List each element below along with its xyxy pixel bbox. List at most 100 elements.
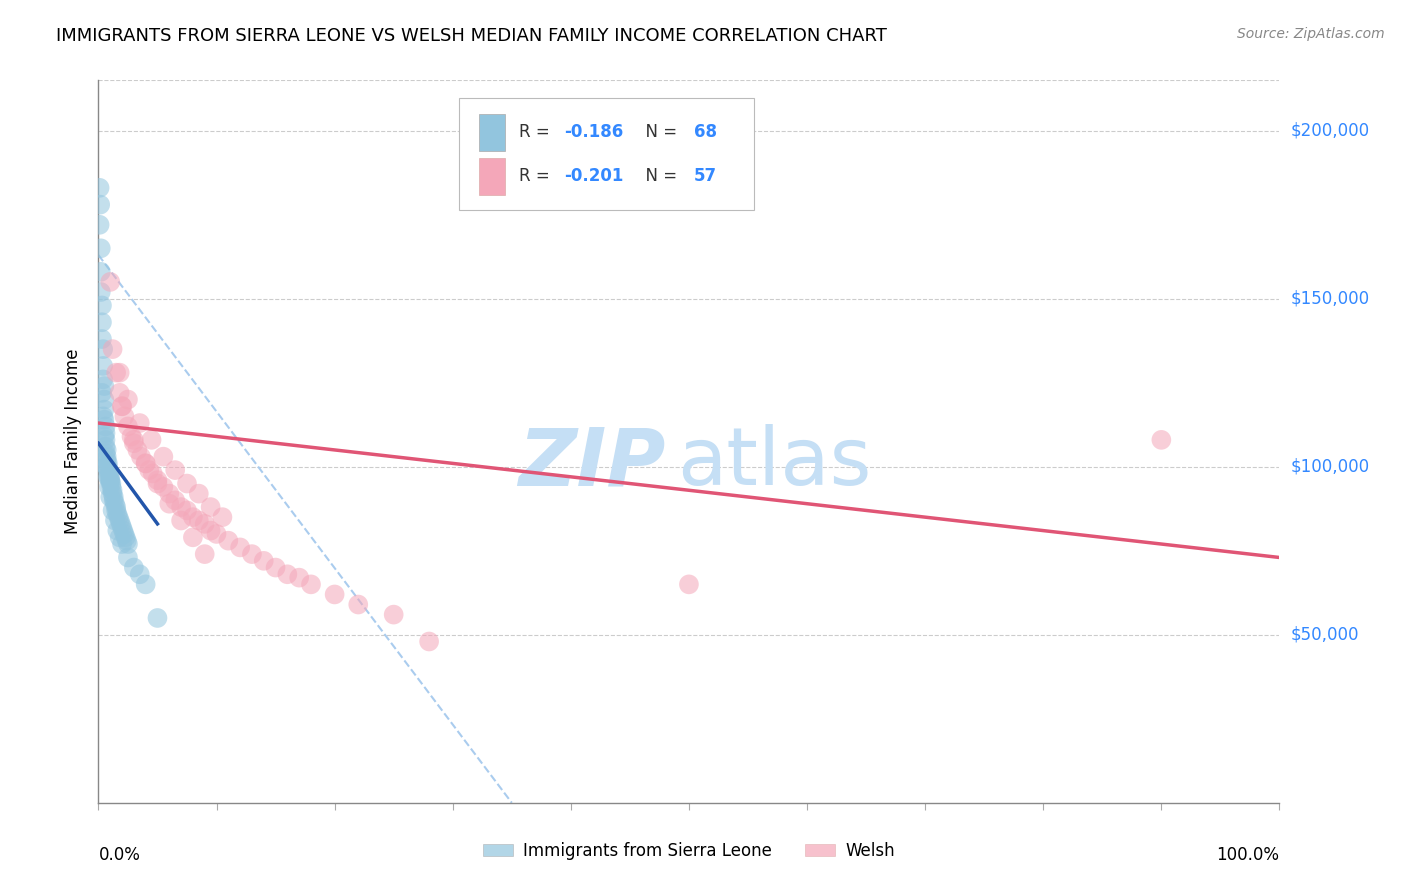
Point <box>288 571 311 585</box>
Point <box>97 456 120 470</box>
Point <box>91 359 114 373</box>
Point <box>107 510 129 524</box>
Point <box>187 514 209 528</box>
Point <box>94 446 117 460</box>
Text: 100.0%: 100.0% <box>1216 847 1279 864</box>
Point <box>97 470 120 484</box>
Point <box>100 476 122 491</box>
Point <box>146 476 169 491</box>
Point <box>98 490 121 504</box>
Point <box>129 450 152 464</box>
Point <box>111 399 134 413</box>
Point <box>264 560 287 574</box>
Point <box>299 577 322 591</box>
Point <box>176 503 198 517</box>
Point <box>101 342 124 356</box>
Point <box>89 218 111 232</box>
Point <box>117 537 139 551</box>
Point <box>105 500 128 514</box>
Point <box>111 399 134 413</box>
Point <box>135 456 157 470</box>
Point <box>229 541 252 555</box>
Point <box>110 516 132 531</box>
Legend: Immigrants from Sierra Leone, Welsh: Immigrants from Sierra Leone, Welsh <box>477 836 901 867</box>
Text: ZIP: ZIP <box>517 425 665 502</box>
Point <box>114 530 136 544</box>
Text: -0.186: -0.186 <box>564 123 623 141</box>
Point <box>194 516 217 531</box>
Point <box>117 392 139 407</box>
Point <box>93 379 115 393</box>
Point <box>141 433 163 447</box>
Point <box>200 524 222 538</box>
Point <box>91 342 114 356</box>
Point <box>135 577 157 591</box>
Point <box>157 486 180 500</box>
Point <box>90 241 112 255</box>
Point <box>98 471 121 485</box>
Point <box>91 315 114 329</box>
Point <box>194 547 217 561</box>
Point <box>96 459 118 474</box>
Point <box>97 459 120 474</box>
Point <box>142 467 165 481</box>
Point <box>165 463 187 477</box>
Point <box>101 503 124 517</box>
Point <box>1150 433 1173 447</box>
Point <box>122 560 145 574</box>
Point <box>138 463 160 477</box>
Point <box>111 520 134 534</box>
Point <box>91 385 114 400</box>
Point <box>105 503 128 517</box>
Text: $50,000: $50,000 <box>1291 626 1360 644</box>
Point <box>108 366 131 380</box>
Point <box>418 634 440 648</box>
Point <box>111 537 134 551</box>
Point <box>104 497 127 511</box>
Point <box>152 450 174 464</box>
Text: -0.201: -0.201 <box>564 168 623 186</box>
Point <box>91 332 114 346</box>
Text: R =: R = <box>519 168 555 186</box>
Point <box>90 265 112 279</box>
Point <box>117 550 139 565</box>
Point <box>200 500 222 514</box>
Point <box>205 527 228 541</box>
Point <box>91 298 114 312</box>
FancyBboxPatch shape <box>478 113 505 151</box>
Point <box>347 598 370 612</box>
Point <box>98 467 121 481</box>
FancyBboxPatch shape <box>478 158 505 195</box>
Point <box>105 366 128 380</box>
Point <box>165 493 187 508</box>
Text: $150,000: $150,000 <box>1291 290 1369 308</box>
Point <box>93 413 115 427</box>
Point <box>276 567 298 582</box>
Point <box>146 611 169 625</box>
Point <box>240 547 263 561</box>
Point <box>108 385 131 400</box>
Point <box>96 442 118 457</box>
Text: atlas: atlas <box>678 425 872 502</box>
Point <box>98 275 121 289</box>
Point <box>382 607 405 622</box>
Point <box>101 483 124 498</box>
Point <box>170 500 193 514</box>
FancyBboxPatch shape <box>458 98 754 211</box>
Point <box>89 197 111 211</box>
Point <box>98 480 121 494</box>
Point <box>112 409 135 424</box>
Point <box>170 514 193 528</box>
Point <box>108 530 131 544</box>
Point <box>128 567 150 582</box>
Point <box>94 426 117 441</box>
Y-axis label: Median Family Income: Median Family Income <box>65 349 83 534</box>
Text: 0.0%: 0.0% <box>98 847 141 864</box>
Point <box>127 442 149 457</box>
Point <box>181 530 204 544</box>
Point <box>176 476 198 491</box>
Point <box>98 473 121 487</box>
Point <box>678 577 700 591</box>
Point <box>94 440 117 454</box>
Point <box>91 409 114 424</box>
